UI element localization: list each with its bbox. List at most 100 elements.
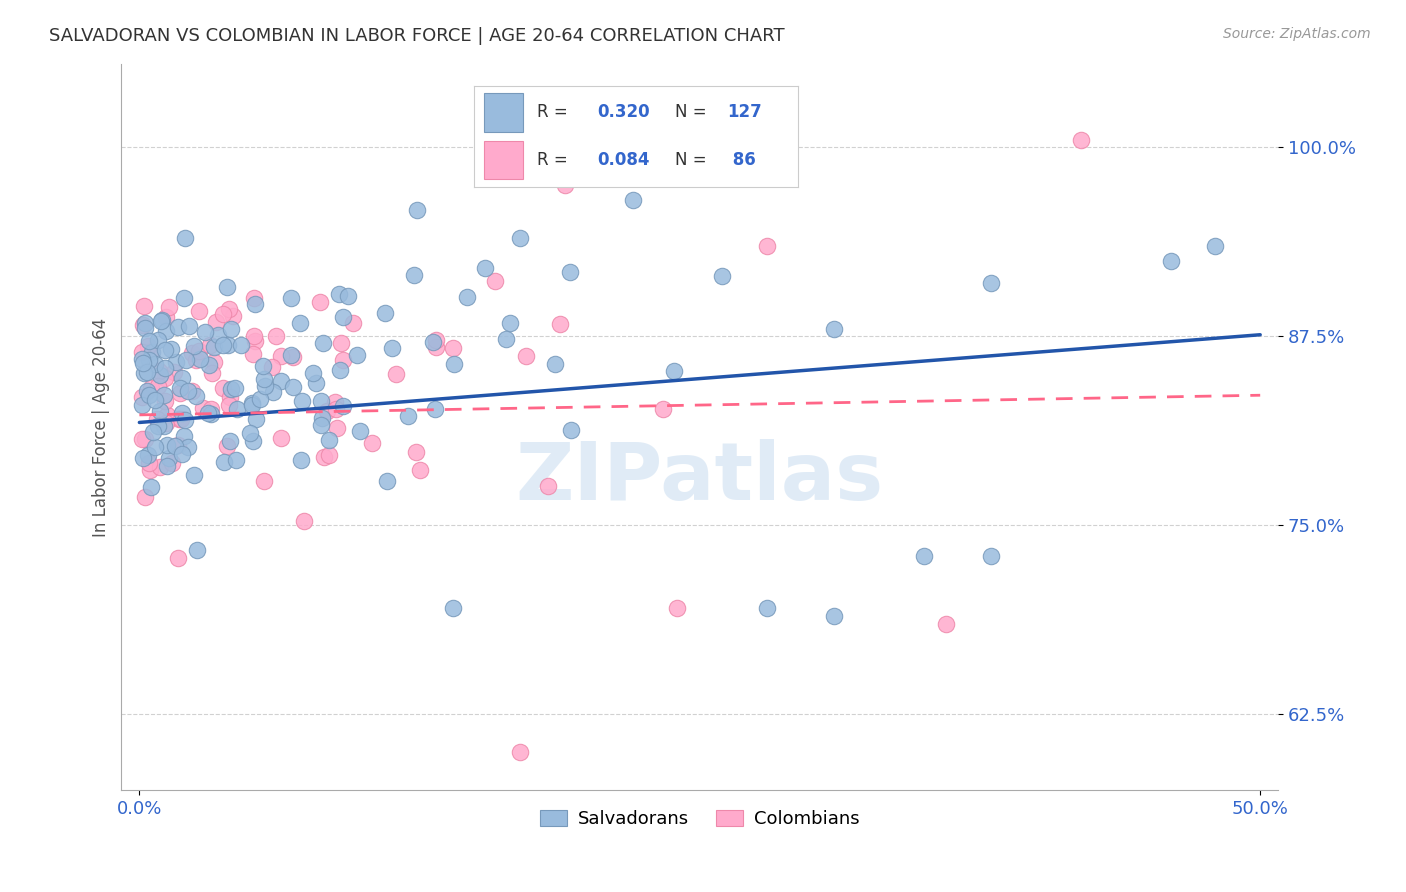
Point	[138, 387, 160, 401]
Point	[184, 353, 207, 368]
Point	[155, 416, 177, 430]
Point	[146, 412, 169, 426]
Point	[160, 342, 183, 356]
Point	[169, 385, 191, 400]
Point	[422, 335, 444, 350]
Point	[219, 382, 242, 396]
Point	[155, 324, 177, 338]
Point	[537, 479, 560, 493]
Point	[385, 367, 408, 381]
Point	[167, 412, 190, 426]
Point	[135, 384, 157, 398]
Point	[174, 230, 197, 244]
Point	[262, 384, 284, 399]
Point	[215, 439, 238, 453]
Point	[499, 316, 522, 330]
Point	[155, 310, 177, 324]
Point	[224, 381, 246, 395]
Point	[441, 341, 464, 355]
Point	[200, 401, 222, 416]
Point	[156, 438, 179, 452]
Point	[193, 325, 215, 339]
Point	[139, 463, 162, 477]
Point	[823, 609, 845, 624]
Point	[134, 316, 156, 330]
Point	[150, 313, 173, 327]
Point	[330, 336, 353, 351]
Point	[229, 337, 252, 351]
Point	[153, 361, 176, 376]
Point	[174, 353, 197, 368]
Point	[139, 344, 162, 359]
Point	[548, 317, 571, 331]
Point	[309, 294, 332, 309]
Point	[325, 402, 347, 417]
Point	[142, 425, 165, 440]
Point	[219, 434, 242, 449]
Point	[318, 433, 340, 447]
Point	[242, 347, 264, 361]
Point	[134, 432, 156, 446]
Point	[425, 401, 447, 416]
Point	[218, 399, 240, 413]
Point	[325, 421, 347, 435]
Point	[245, 334, 267, 348]
Point	[290, 453, 312, 467]
Point	[156, 408, 179, 422]
Point	[495, 332, 517, 346]
Point	[181, 346, 204, 360]
Point	[191, 401, 214, 415]
Point	[980, 277, 1002, 291]
Point	[177, 384, 200, 399]
Point	[266, 329, 288, 343]
Point	[132, 318, 155, 332]
Point	[160, 456, 183, 470]
Point	[197, 406, 219, 420]
Point	[349, 424, 371, 438]
Point	[243, 296, 266, 310]
Point	[912, 549, 935, 563]
Point	[935, 616, 957, 631]
Point	[243, 291, 266, 305]
Point	[292, 514, 315, 528]
Point	[309, 417, 332, 432]
Point	[153, 387, 176, 401]
Point	[270, 431, 292, 445]
Point	[200, 407, 222, 421]
Point	[1204, 238, 1226, 252]
Point	[143, 440, 166, 454]
Point	[425, 333, 447, 347]
Point	[253, 474, 276, 488]
Point	[211, 307, 233, 321]
Point	[132, 356, 155, 370]
Point	[204, 355, 226, 369]
Point	[342, 316, 364, 330]
Point	[156, 458, 179, 473]
Point	[314, 450, 336, 464]
Point	[136, 365, 159, 379]
Point	[329, 363, 352, 377]
Text: ZIPatlas: ZIPatlas	[516, 439, 884, 516]
Point	[177, 440, 200, 454]
Point	[243, 329, 266, 343]
Point	[153, 343, 176, 357]
Point	[226, 402, 249, 417]
Point	[409, 463, 432, 477]
Point	[219, 321, 242, 335]
Point	[225, 452, 247, 467]
Point	[157, 301, 180, 315]
Point	[143, 392, 166, 407]
Point	[309, 393, 332, 408]
Point	[666, 601, 689, 615]
Text: SALVADORAN VS COLOMBIAN IN LABOR FORCE | AGE 20-64 CORRELATION CHART: SALVADORAN VS COLOMBIAN IN LABOR FORCE |…	[49, 27, 785, 45]
Point	[361, 435, 384, 450]
Point	[188, 351, 211, 366]
Point	[138, 353, 160, 368]
Point	[170, 412, 193, 426]
Point	[170, 406, 193, 420]
Point	[219, 390, 242, 404]
Point	[396, 409, 419, 423]
Point	[153, 371, 176, 385]
Point	[425, 340, 447, 354]
Point	[170, 447, 193, 461]
